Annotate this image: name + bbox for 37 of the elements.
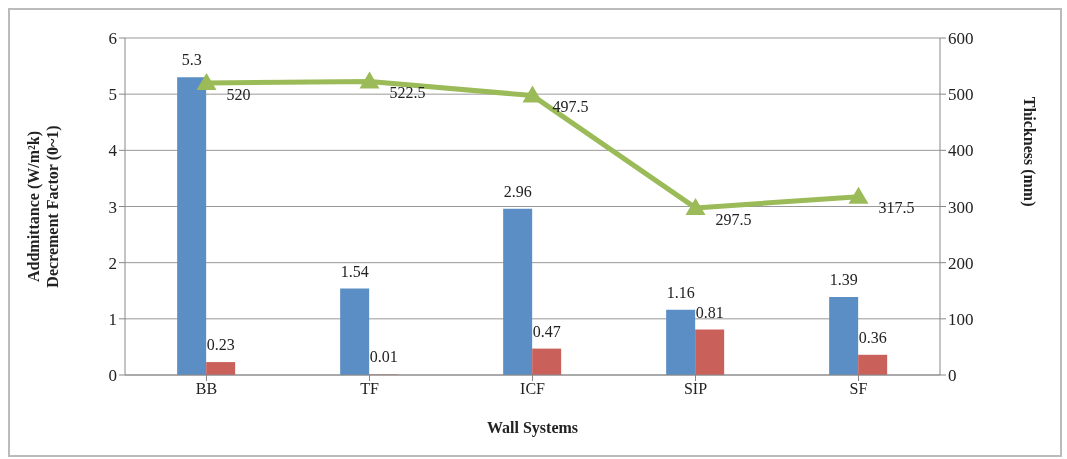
y2-axis-title: Thickness (mm): [1020, 96, 1039, 207]
y2-tick-label: 400: [948, 141, 974, 161]
data-label: 1.16: [666, 283, 695, 301]
data-label: 0.47: [532, 322, 561, 340]
data-label: 2.96: [503, 182, 532, 200]
y-tick-label: 4: [108, 141, 118, 161]
data-label: 0.36: [858, 328, 887, 346]
y2-tick-label: 500: [948, 85, 974, 105]
data-label: 297.5: [715, 210, 752, 228]
data-label: 520: [226, 85, 251, 103]
data-label: 5.3: [181, 51, 202, 69]
data-label: 0.81: [695, 303, 724, 321]
y-tick-label: 5: [108, 85, 117, 105]
data-label: 497.5: [552, 98, 589, 116]
y2-tick-label: 600: [948, 29, 974, 49]
data-label: 1.54: [340, 262, 369, 280]
y-axis-title: Addmittance (W/m²k) Decrement Factor (0~1): [25, 125, 62, 288]
x-tick-label: SF: [849, 380, 868, 398]
data-label: 0.23: [206, 336, 235, 354]
x-tick-label: ICF: [520, 380, 546, 398]
data-label: 0.01: [369, 348, 398, 366]
y2-tick-label: 100: [948, 309, 974, 329]
y2-tick-label: 200: [948, 253, 974, 273]
y-tick-label: 6: [108, 29, 117, 49]
x-tick-label: BB: [195, 380, 218, 398]
data-label: 317.5: [878, 199, 915, 217]
y2-tick-label: 0: [948, 366, 957, 386]
x-axis-title: Wall Systems: [486, 419, 579, 437]
x-tick-label: SIP: [683, 380, 708, 398]
y-tick-label: 2: [108, 253, 117, 273]
data-label: 1.39: [829, 270, 858, 288]
y-tick-label: 1: [108, 309, 117, 329]
x-tick-label: TF: [360, 380, 379, 398]
y-tick-label: 0: [108, 366, 117, 386]
y2-tick-label: 300: [948, 197, 974, 217]
data-label: 522.5: [389, 84, 426, 102]
y-tick-label: 3: [108, 197, 117, 217]
